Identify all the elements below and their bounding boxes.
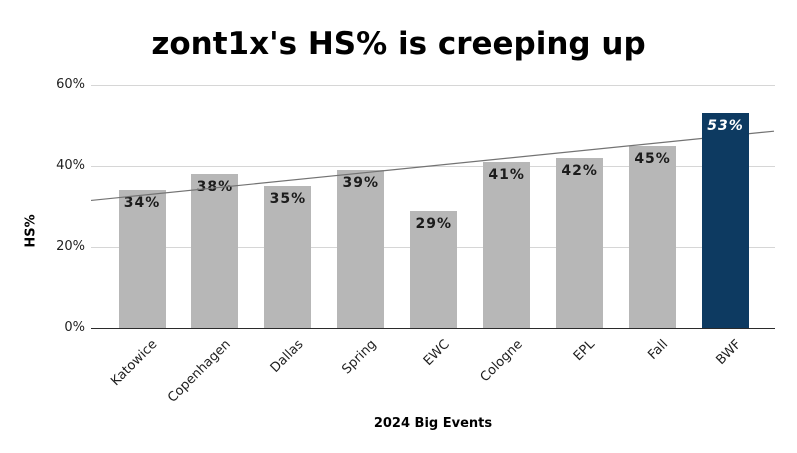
x-tick-label-ewc: EWC (420, 337, 453, 369)
chart-title: zont1x's HS% is creeping up (151, 26, 646, 62)
gridline (91, 85, 775, 86)
bar-value-label: 45% (634, 150, 671, 167)
bar-fall: 45% (629, 145, 677, 328)
y-tick-label: 60% (56, 77, 85, 92)
x-tick-label-fall: Fall (645, 337, 672, 363)
x-tick-label-epl: EPL (571, 337, 599, 365)
y-tick-label: 0% (64, 320, 85, 335)
plot-area: 34% 38% 35% 39% 29% 41% 42% 45% 53% (91, 85, 775, 329)
bar-bwf: 53% (702, 113, 750, 328)
bar-katowice: 34% (118, 190, 166, 328)
bar-value-label: 53% (707, 118, 744, 135)
bar-value-label: 35% (269, 191, 307, 208)
bar-ewc: 29% (410, 210, 458, 328)
x-axis-title: 2024 Big Events (373, 416, 493, 431)
bar-cologne: 41% (483, 161, 531, 328)
bar-value-label: 41% (488, 166, 525, 183)
bar-value-label: 34% (123, 195, 161, 212)
y-tick-label: 40% (56, 158, 85, 173)
bar-value-label: 29% (415, 215, 452, 232)
bar-spring: 39% (337, 170, 385, 328)
x-tick-label-copenhagen: Copenhagen (164, 337, 234, 406)
bar-value-label: 39% (342, 175, 380, 192)
bar-copenhagen: 38% (191, 174, 239, 328)
bar-value-label: 38% (196, 179, 234, 196)
y-tick-label: 20% (56, 239, 85, 254)
x-axis-line (91, 328, 775, 329)
x-tick-label-bwf: BWF (713, 337, 745, 368)
bar-dallas: 35% (264, 186, 312, 328)
x-tick-label-spring: Spring (339, 337, 380, 378)
x-tick-label-cologne: Cologne (477, 337, 526, 386)
bar-value-label: 42% (561, 162, 598, 179)
x-tick-label-dallas: Dallas (267, 337, 307, 376)
x-tick-label-katowice: Katowice (108, 337, 161, 390)
bar-epl: 42% (556, 157, 604, 328)
